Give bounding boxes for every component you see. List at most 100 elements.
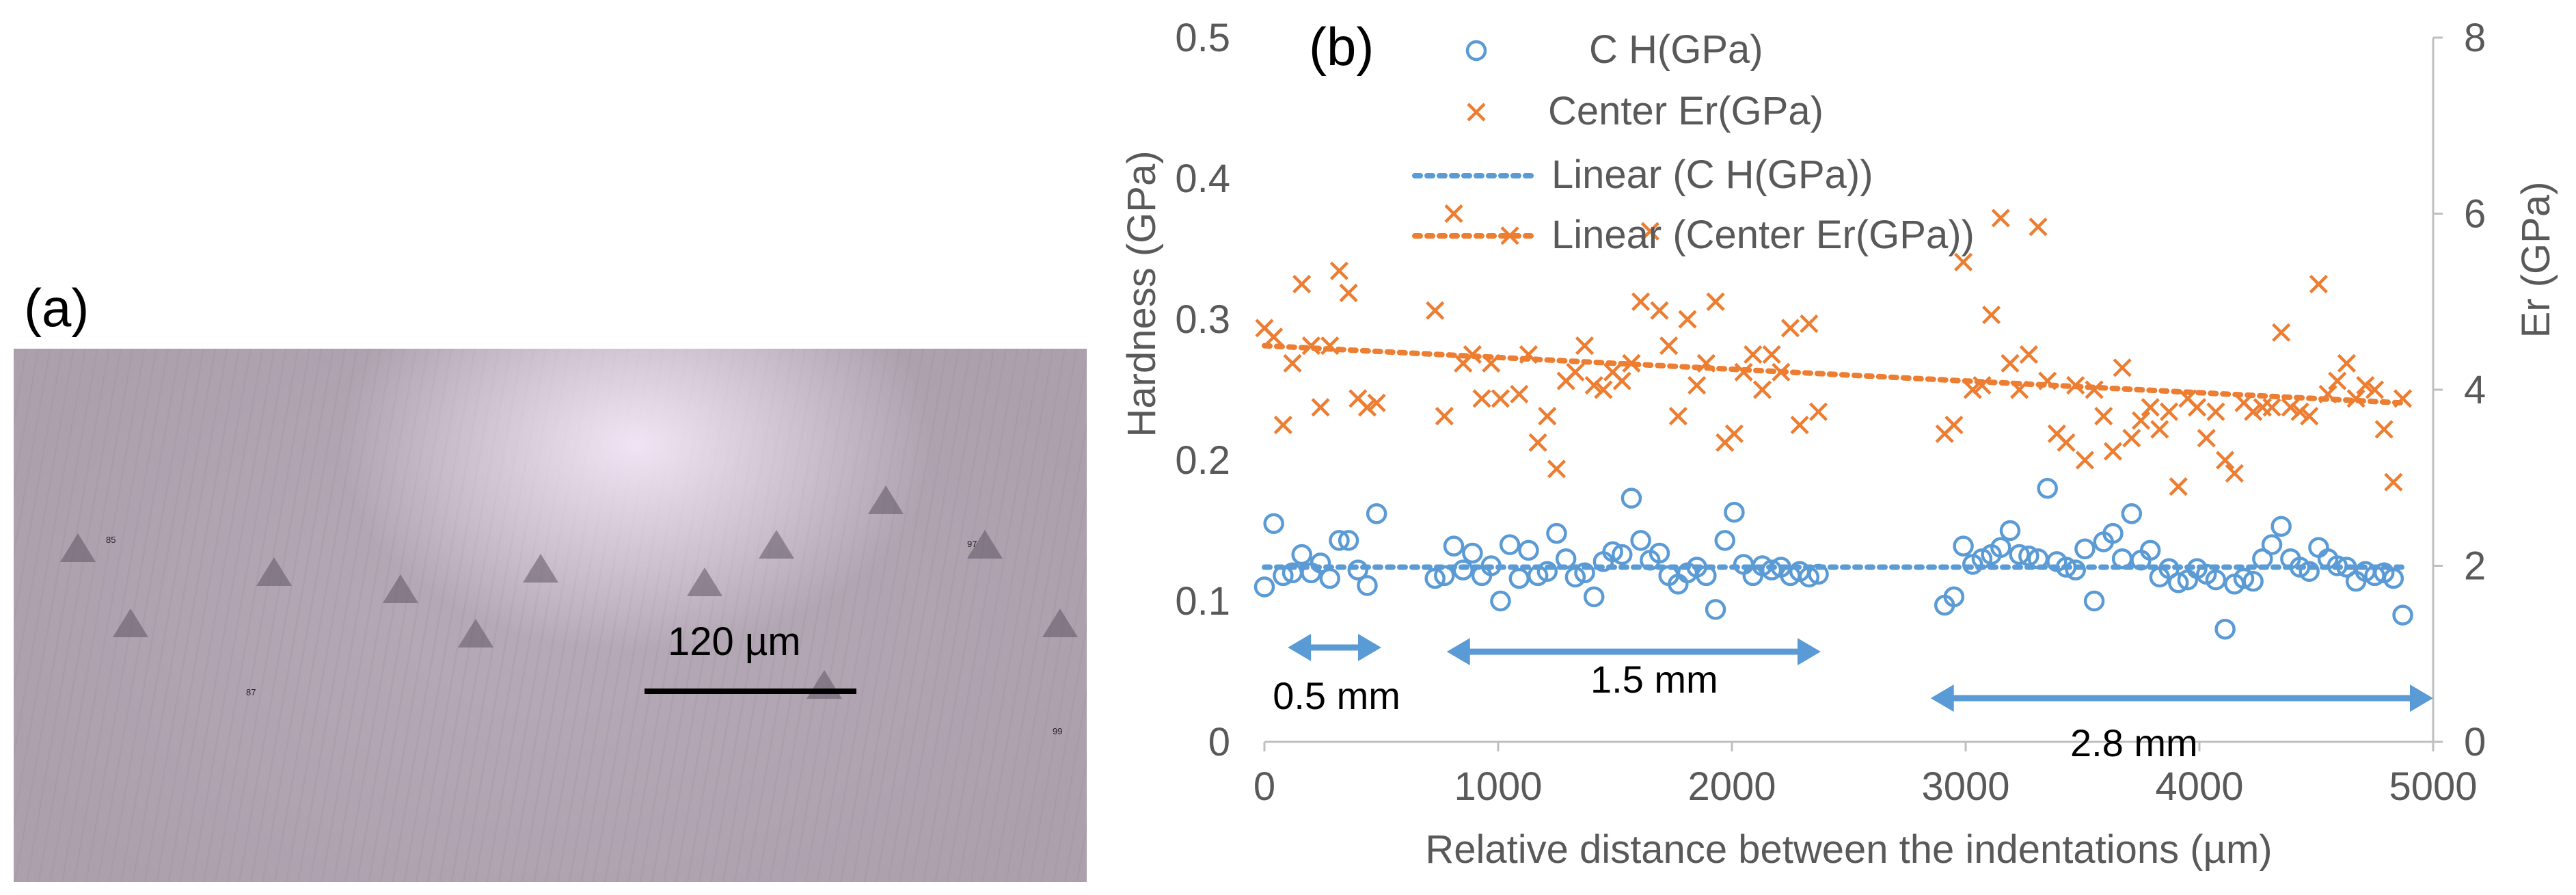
er-point <box>1780 319 1800 338</box>
x-tick-label: 0 <box>1253 764 1275 809</box>
dimension-label: 2.8 mm <box>2070 721 2198 764</box>
er-point <box>2122 429 2141 448</box>
x-axis-title: Relative distance between the indentatio… <box>1425 827 2272 872</box>
hardness-point <box>2121 503 2143 524</box>
hardness-point <box>2289 557 2311 578</box>
hardness-point <box>1564 566 1586 588</box>
chart-b: 0 1000 2000 3000 4000 500000.10.20.30.40.5024… <box>1120 16 2558 872</box>
er-point <box>2346 389 2365 408</box>
hardness-point <box>1714 530 1735 551</box>
hardness-point <box>2037 477 2058 499</box>
er-point <box>1566 362 1585 382</box>
hardness-point <box>2205 569 2227 591</box>
er-point <box>2356 375 2375 395</box>
er-point <box>2281 398 2300 417</box>
er-point <box>1744 345 1763 364</box>
hardness-point <box>1583 586 1605 608</box>
indentation-mark <box>383 574 418 603</box>
hardness-point <box>1499 534 1521 555</box>
er-point <box>1650 301 1669 320</box>
hardness-point <box>1480 555 1502 576</box>
hardness-point <box>1733 554 1754 575</box>
hardness-point <box>1649 542 1670 564</box>
dimension-label: 1.5 mm <box>1590 658 1718 701</box>
y-tick-label: 0.3 <box>1175 297 1230 342</box>
er-point <box>2328 371 2347 390</box>
hardness-point <box>1310 552 1331 574</box>
er-point <box>2085 380 2104 399</box>
er-point <box>1435 407 1454 426</box>
er-point <box>2075 451 2095 470</box>
er-point <box>1264 328 1284 347</box>
x-tick-label: 3000 <box>1921 764 2009 809</box>
er-point <box>1734 362 1753 382</box>
er-point <box>1612 371 1631 390</box>
er-point <box>2365 380 2385 399</box>
y2-tick-label: 0 <box>2464 720 2486 764</box>
hardness-point <box>2065 559 2086 580</box>
er-point <box>2113 358 2132 377</box>
hardness-point <box>2158 558 2180 579</box>
hardness-point <box>1462 542 1483 564</box>
hardness-point <box>2167 572 2189 593</box>
hardness-point <box>1338 530 1359 551</box>
micrograph-image: 85 87 97 99 120 µm <box>14 349 1087 882</box>
er-point <box>2309 274 2329 294</box>
er-point <box>2216 451 2235 470</box>
er-point <box>2057 433 2076 452</box>
er-point <box>1547 459 1567 479</box>
x-tick-label: 5000 <box>2389 764 2477 809</box>
er-point <box>1800 314 1819 334</box>
hardness-point <box>2270 516 2292 537</box>
hardness-point <box>1490 590 1511 612</box>
er-point <box>1528 433 1547 452</box>
er-point <box>2337 353 2357 373</box>
er-point <box>1320 336 1340 356</box>
er-point <box>1659 336 1679 356</box>
er-point <box>1273 415 1292 435</box>
hardness-point <box>1943 586 1965 608</box>
x-tick-label: 2000 <box>1687 764 1776 809</box>
y-axis-title: Hardness (GPa) <box>1120 150 1164 437</box>
indent-number: 99 <box>1053 726 1063 736</box>
er-point <box>1953 252 1973 271</box>
hardness-point <box>2139 539 2161 561</box>
indentation-mark <box>458 619 493 647</box>
er-point <box>2094 407 2113 426</box>
er-point <box>1584 375 1603 395</box>
er-point <box>1538 407 1557 426</box>
hardness-point <box>1443 535 1465 557</box>
y2-tick-label: 2 <box>2464 544 2486 589</box>
er-point <box>1444 204 1463 224</box>
hardness-point <box>1574 562 1595 584</box>
hardness-point <box>2083 590 2105 612</box>
er-point <box>1752 380 1772 399</box>
hardness-point <box>1424 567 1446 589</box>
trendline-er <box>1262 343 2406 406</box>
y2-tick-label: 8 <box>2464 16 2486 60</box>
dimension-arrow-head <box>1797 638 1821 666</box>
er-point <box>2393 389 2413 408</box>
hardness-point <box>1953 535 1974 557</box>
indentation-mark <box>1042 609 1078 637</box>
hardness-point <box>1798 566 1820 588</box>
er-point <box>2187 398 2207 417</box>
er-point <box>1772 362 1791 382</box>
hardness-point <box>1971 548 1993 570</box>
er-point <box>2384 472 2403 492</box>
er-point <box>1808 402 1828 421</box>
hardness-point <box>2392 604 2413 626</box>
dimension-arrow-head <box>1288 633 1312 661</box>
er-point <box>1991 209 2010 228</box>
er-point <box>2244 402 2263 421</box>
er-point <box>2197 429 2216 448</box>
er-point <box>2029 217 2048 237</box>
hardness-point <box>1329 530 1350 551</box>
er-point <box>1790 415 1809 435</box>
hardness-point <box>1546 522 1567 544</box>
hardness-point <box>1696 565 1717 587</box>
hardness-point <box>1536 561 1558 582</box>
er-point <box>1631 292 1651 311</box>
er-point <box>1283 353 1302 373</box>
er-point <box>2010 380 2029 399</box>
